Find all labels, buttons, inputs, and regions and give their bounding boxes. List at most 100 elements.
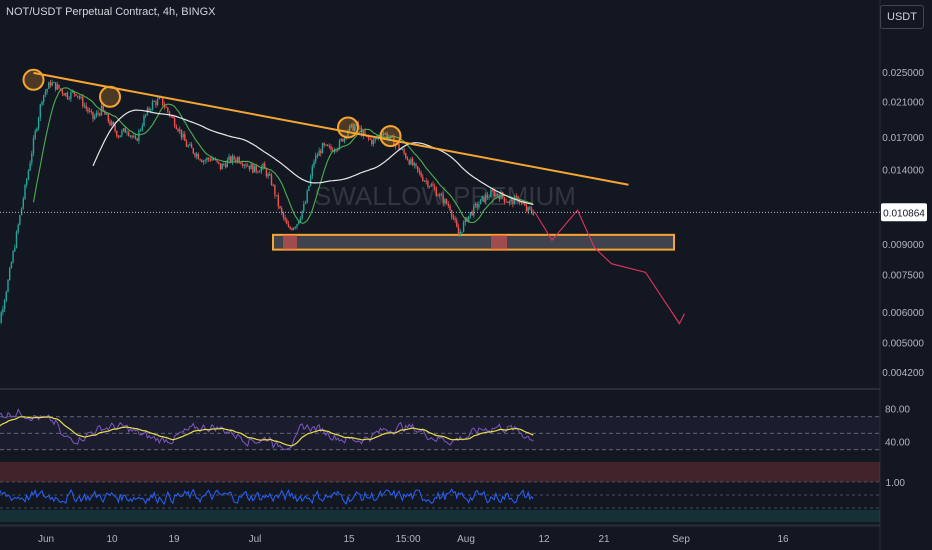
candle-body: [512, 199, 514, 205]
candle-body: [228, 156, 230, 161]
candle-body: [26, 179, 28, 185]
candle-body: [372, 140, 375, 145]
support-zone: [272, 233, 675, 251]
candle-body: [201, 160, 203, 163]
candle-body: [168, 111, 171, 116]
candle-body: [481, 196, 483, 200]
candle-body: [439, 194, 441, 197]
candle-body: [364, 131, 366, 136]
candle-body: [408, 160, 410, 165]
price-tick-label: 0.014000: [882, 166, 924, 177]
candle-body: [104, 110, 106, 115]
candle-body: [459, 231, 461, 235]
osc-upper-band: [0, 462, 880, 482]
candle-body: [451, 210, 453, 217]
candle-body: [190, 144, 193, 149]
candle-body: [423, 180, 426, 182]
price-tick-label: 0.005000: [882, 339, 924, 350]
candle-body: [496, 193, 499, 196]
candle-body: [522, 202, 524, 205]
candle-body: [330, 146, 332, 150]
time-tick-label: Sep: [672, 534, 690, 545]
candle-body: [58, 84, 60, 89]
candle-body: [122, 128, 125, 131]
candle-body: [185, 141, 188, 147]
candle-body: [478, 204, 480, 208]
touch-point-circle: [379, 125, 402, 148]
price-tick-label: 0.007500: [882, 271, 924, 282]
candle-body: [78, 96, 81, 99]
candle-body: [292, 227, 295, 230]
rsi-band: [0, 416, 880, 450]
time-tick-label: 16: [777, 534, 789, 545]
osc-lower-band: [0, 510, 880, 522]
candle-body: [199, 159, 201, 161]
candle-body: [291, 228, 293, 230]
candle-body: [320, 150, 322, 154]
candle-body: [20, 207, 23, 216]
candle-body: [527, 207, 529, 212]
candle-body: [207, 157, 210, 160]
candle-body: [151, 101, 154, 110]
candle-body: [24, 184, 26, 199]
candle-body: [308, 185, 310, 191]
candle-body: [170, 115, 172, 117]
candle-body: [473, 205, 475, 216]
candle-body: [454, 218, 456, 221]
candle-body: [349, 125, 351, 131]
candle-body: [437, 195, 439, 197]
time-tick-label: 21: [598, 534, 610, 545]
candle-body: [332, 149, 334, 152]
candle-body: [27, 170, 30, 180]
candle-body: [153, 101, 155, 102]
candle-body: [398, 143, 400, 150]
candle-body: [430, 184, 432, 187]
candle-body: [109, 121, 111, 126]
candle-body: [80, 96, 82, 99]
candle-body: [56, 84, 58, 90]
candle-body: [274, 185, 276, 196]
candle-body: [117, 136, 120, 138]
ma-fast-line: [32, 87, 534, 224]
candle-body: [260, 167, 262, 172]
candle-body: [46, 88, 48, 92]
candle-body: [347, 130, 349, 137]
candle-body: [243, 164, 245, 166]
candle-body: [32, 138, 35, 154]
candle-body: [15, 231, 18, 248]
candle-body: [507, 202, 509, 204]
candle-body: [7, 279, 9, 292]
candle-body: [54, 82, 57, 90]
osc-line: [0, 488, 534, 506]
currency-button[interactable]: USDT: [880, 5, 924, 29]
touch-point-circle: [99, 85, 121, 108]
candle-body: [425, 180, 427, 182]
watermark: SWALLOW PREMIUM: [314, 181, 576, 211]
candle-body: [197, 153, 200, 160]
candle-body: [39, 104, 41, 118]
candle-body: [68, 98, 70, 100]
candle-body: [150, 109, 152, 111]
candle-body: [461, 231, 463, 233]
candle-body: [381, 134, 383, 136]
candle-body: [360, 127, 363, 136]
candle-body: [226, 160, 228, 168]
candle-body: [70, 92, 72, 99]
candle-body: [90, 110, 92, 112]
zone-highlight: [491, 234, 507, 250]
candle-body: [17, 224, 19, 232]
candle-body: [502, 192, 504, 198]
candle-body: [400, 149, 402, 150]
resistance-trendline: [33, 71, 629, 186]
candle-body: [245, 164, 247, 166]
candle-body: [187, 145, 189, 147]
candle-body: [391, 135, 393, 137]
candle-body: [411, 158, 414, 166]
candle-body: [19, 215, 21, 225]
candle-body: [5, 291, 7, 301]
candle-body: [257, 171, 259, 173]
ma-slow-line: [92, 109, 534, 206]
candle-body: [476, 203, 478, 208]
candle-body: [486, 195, 489, 198]
